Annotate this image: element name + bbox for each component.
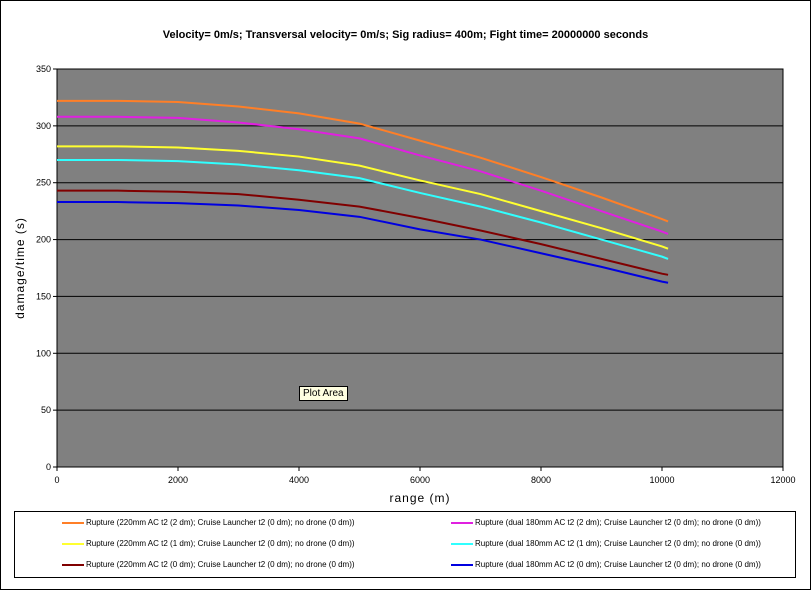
legend-label: Rupture (220mm AC t2 (0 dm); Cruise Laun…: [86, 560, 355, 569]
x-axis-label: range (m): [389, 491, 450, 505]
y-tick-label: 250: [36, 178, 51, 188]
chart-title: Velocity= 0m/s; Transversal velocity= 0m…: [162, 29, 649, 41]
series-line-2: [57, 145, 669, 250]
tooltip: Plot Area: [299, 386, 348, 401]
legend-item[interactable]: Rupture (220mm AC t2 (2 dm); Cruise Laun…: [62, 518, 355, 527]
series-line-3: [57, 158, 669, 260]
legend-item[interactable]: Rupture (dual 180mm AC t2 (1 dm); Cruise…: [451, 539, 761, 548]
legend-label: Rupture (220mm AC t2 (2 dm); Cruise Laun…: [86, 518, 355, 527]
series-line-0: [57, 99, 669, 223]
y-tick-label: 350: [36, 64, 51, 74]
x-tick-label: 0: [54, 475, 59, 485]
legend-label: Rupture (dual 180mm AC t2 (0 dm); Cruise…: [475, 560, 761, 569]
x-tick-label: 6000: [410, 475, 430, 485]
series-line-4: [57, 189, 669, 276]
legend-label: Rupture (dual 180mm AC t2 (2 dm); Cruise…: [475, 518, 761, 527]
x-tick-label: 12000: [770, 475, 795, 485]
x-tick-label: 10000: [649, 475, 674, 485]
legend-item[interactable]: Rupture (dual 180mm AC t2 (0 dm); Cruise…: [451, 560, 761, 569]
legend-swatch: [62, 542, 84, 545]
x-tick-label: 8000: [531, 475, 551, 485]
y-tick-label: 0: [46, 462, 51, 472]
plot-area: [56, 68, 784, 468]
series-line-1: [57, 115, 669, 235]
legend-swatch: [451, 542, 473, 545]
y-tick-label: 300: [36, 121, 51, 131]
legend-label: Rupture (dual 180mm AC t2 (1 dm); Cruise…: [475, 539, 761, 548]
x-tick-label: 2000: [168, 475, 188, 485]
legend[interactable]: Rupture (220mm AC t2 (2 dm); Cruise Laun…: [14, 511, 796, 578]
legend-label: Rupture (220mm AC t2 (1 dm); Cruise Laun…: [86, 539, 355, 548]
legend-item[interactable]: Rupture (dual 180mm AC t2 (2 dm); Cruise…: [451, 518, 761, 527]
legend-swatch: [62, 563, 84, 566]
y-tick-label: 100: [36, 348, 51, 358]
series-line-5: [57, 201, 669, 284]
y-tick-label: 200: [36, 235, 51, 245]
x-tick-label: 4000: [289, 475, 309, 485]
legend-swatch: [451, 521, 473, 524]
legend-swatch: [451, 563, 473, 566]
legend-item[interactable]: Rupture (220mm AC t2 (0 dm); Cruise Laun…: [62, 560, 355, 569]
legend-swatch: [62, 521, 84, 524]
y-tick-label: 150: [36, 291, 51, 301]
legend-item[interactable]: Rupture (220mm AC t2 (1 dm); Cruise Laun…: [62, 539, 355, 548]
y-axis-label: damage/time (s): [13, 217, 27, 319]
y-tick-label: 50: [41, 405, 51, 415]
